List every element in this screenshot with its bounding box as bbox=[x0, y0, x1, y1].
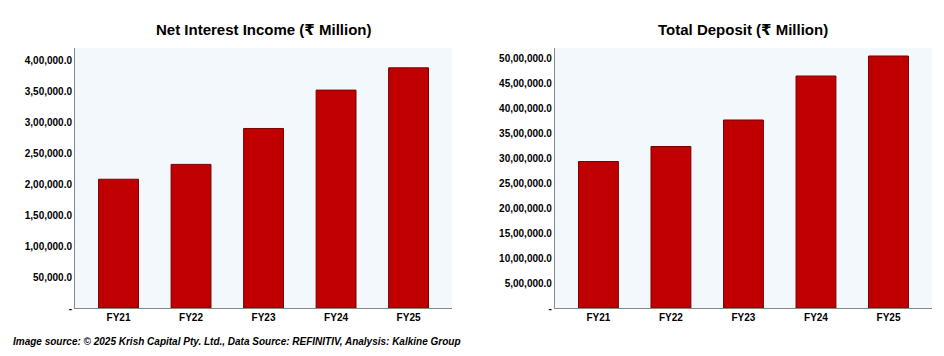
svg-text:Image source: © 2025 Krish Cap: Image source: © 2025 Krish Capital Pty. … bbox=[13, 336, 461, 347]
svg-text:FY23: FY23 bbox=[732, 312, 756, 323]
svg-text:FY25: FY25 bbox=[397, 312, 421, 323]
svg-text:FY24: FY24 bbox=[324, 312, 348, 323]
svg-text:2,00,000.0: 2,00,000.0 bbox=[25, 179, 73, 190]
svg-text:5,00,000.0: 5,00,000.0 bbox=[505, 278, 553, 289]
svg-text:30,00,000.0: 30,00,000.0 bbox=[499, 153, 552, 164]
svg-text:45,00,000.0: 45,00,000.0 bbox=[499, 78, 552, 89]
svg-text:-: - bbox=[69, 303, 72, 314]
svg-text:1,00,000.0: 1,00,000.0 bbox=[25, 241, 73, 252]
svg-text:FY22: FY22 bbox=[179, 312, 203, 323]
svg-text:50,00,000.0: 50,00,000.0 bbox=[499, 53, 552, 64]
svg-text:50,000.0: 50,000.0 bbox=[33, 272, 72, 283]
svg-text:Total Deposit (₹ Million): Total Deposit (₹ Million) bbox=[658, 21, 828, 38]
svg-text:15,00,000.0: 15,00,000.0 bbox=[499, 228, 552, 239]
svg-text:FY21: FY21 bbox=[107, 312, 131, 323]
svg-text:FY21: FY21 bbox=[586, 312, 610, 323]
svg-text:2,50,000.0: 2,50,000.0 bbox=[25, 148, 73, 159]
svg-text:FY23: FY23 bbox=[252, 312, 276, 323]
svg-text:1,50,000.0: 1,50,000.0 bbox=[25, 210, 73, 221]
svg-text:40,00,000.0: 40,00,000.0 bbox=[499, 103, 552, 114]
svg-text:FY22: FY22 bbox=[659, 312, 683, 323]
svg-text:4,00,000.0: 4,00,000.0 bbox=[25, 55, 73, 66]
svg-text:FY25: FY25 bbox=[877, 312, 901, 323]
svg-text:20,00,000.0: 20,00,000.0 bbox=[499, 203, 552, 214]
svg-text:Net Interest Income (₹ Million: Net Interest Income (₹ Million) bbox=[156, 21, 371, 38]
svg-text:3,00,000.0: 3,00,000.0 bbox=[25, 117, 73, 128]
svg-text:3,50,000.0: 3,50,000.0 bbox=[25, 86, 73, 97]
svg-text:25,00,000.0: 25,00,000.0 bbox=[499, 178, 552, 189]
svg-text:FY24: FY24 bbox=[804, 312, 828, 323]
svg-text:-: - bbox=[549, 303, 552, 314]
svg-text:10,00,000.0: 10,00,000.0 bbox=[499, 253, 552, 264]
svg-text:35,00,000.0: 35,00,000.0 bbox=[499, 128, 552, 139]
